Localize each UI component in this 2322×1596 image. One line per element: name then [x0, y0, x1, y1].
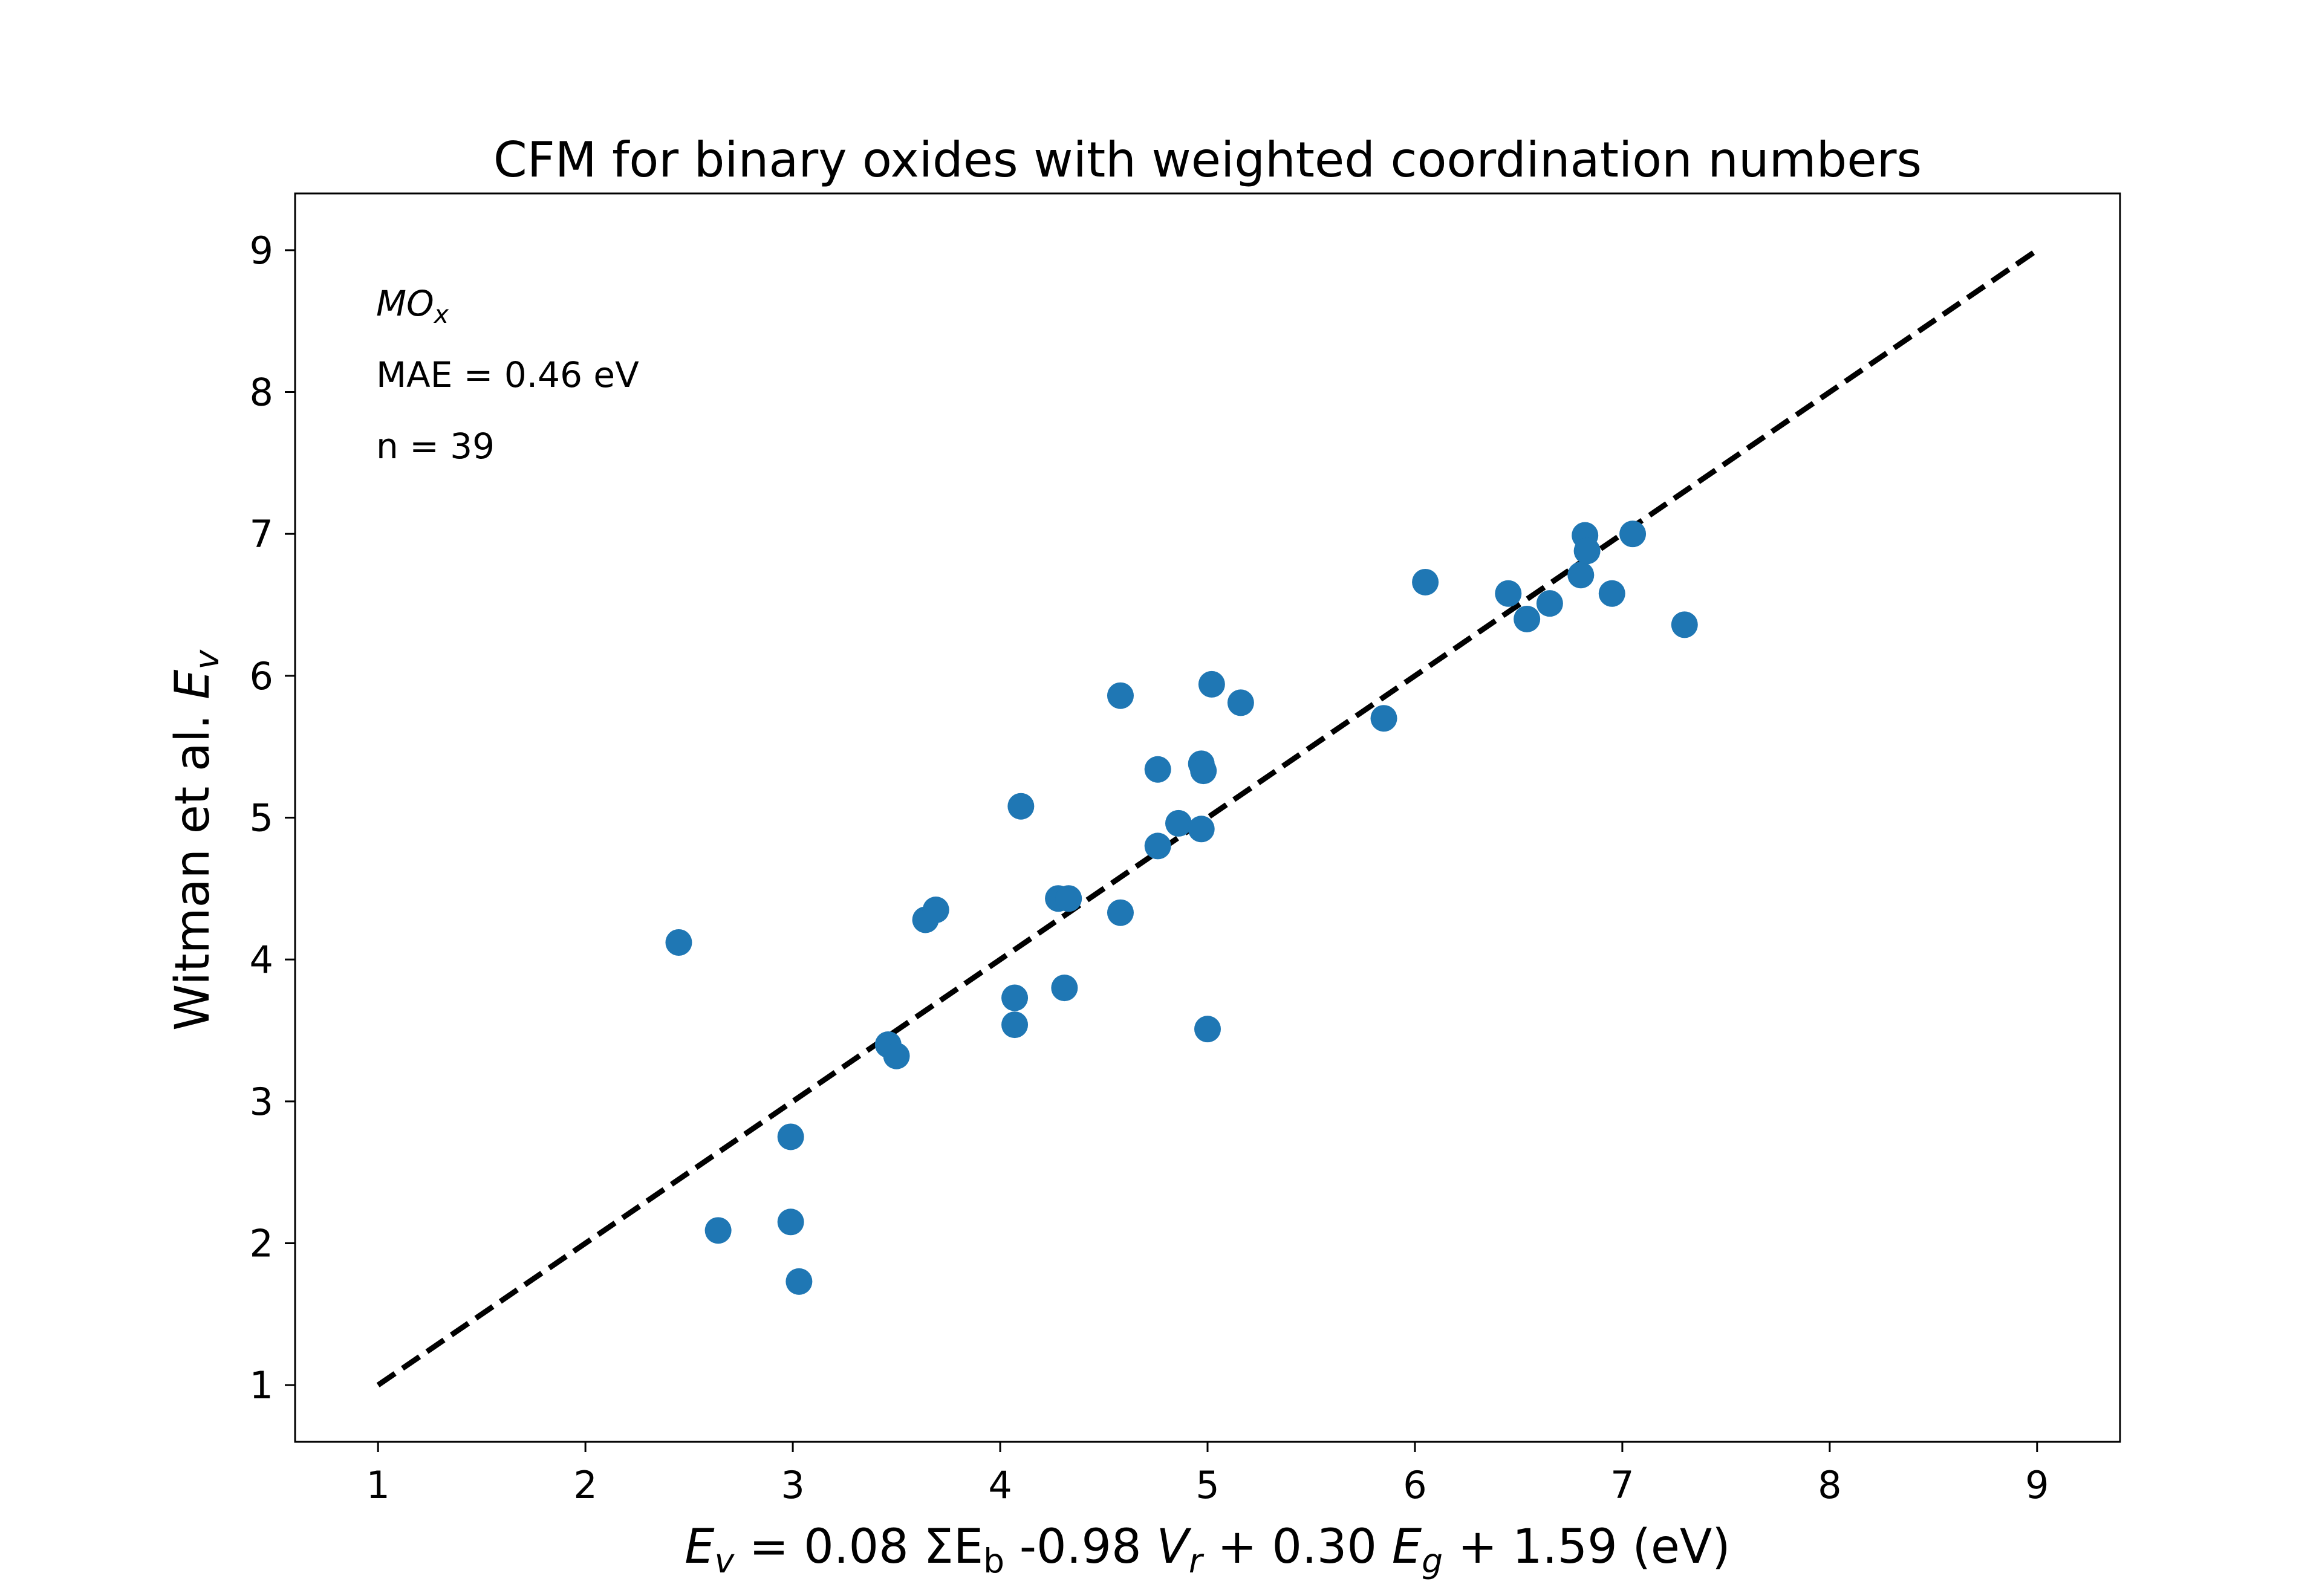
- data-point: [777, 1208, 804, 1236]
- data-point: [1194, 1016, 1221, 1043]
- data-point: [1514, 605, 1541, 632]
- y-tick-label: 5: [250, 796, 273, 840]
- annotation-text: MAE = 0.46 eV: [376, 354, 639, 395]
- x-tick-label: 9: [2025, 1463, 2049, 1507]
- data-point: [1598, 580, 1625, 607]
- y-tick-label: 3: [250, 1080, 273, 1124]
- data-point: [1055, 885, 1082, 912]
- y-tick-label: 7: [250, 512, 273, 556]
- data-point: [1188, 816, 1215, 843]
- y-tick-label: 2: [250, 1221, 273, 1265]
- data-point: [1107, 682, 1134, 709]
- y-tick-label: 9: [250, 229, 273, 273]
- chart-title: CFM for binary oxides with weighted coor…: [493, 132, 1922, 188]
- data-point: [1227, 689, 1254, 716]
- x-tick-label: 7: [1610, 1463, 1634, 1507]
- y-axis-label: Witman et al. Ev​: [166, 649, 226, 1031]
- y-tick-label: 1: [250, 1363, 273, 1407]
- data-point: [1144, 756, 1171, 783]
- x-axis-label: Ev​ = 0.08 ΣEb​ -0.98 Vr​ + 0.30 Eg​ + 1…: [685, 1520, 1730, 1580]
- x-tick-label: 4: [988, 1463, 1012, 1507]
- x-tick-label: 3: [781, 1463, 804, 1507]
- data-point: [1619, 521, 1647, 548]
- data-point: [785, 1268, 813, 1295]
- data-point: [1370, 705, 1397, 732]
- data-point: [665, 929, 692, 956]
- data-point: [922, 897, 949, 924]
- data-point: [1107, 899, 1134, 926]
- data-point: [1051, 975, 1078, 1002]
- plot-area: 1 2 3 4 5 6 7 8 9 1 2 3 4 5 6 7 8 9: [250, 192, 2121, 1507]
- data-point: [777, 1123, 804, 1150]
- y-tick-label: 6: [250, 654, 273, 698]
- data-point: [1001, 984, 1029, 1011]
- annotation-text: n = 39: [376, 426, 495, 467]
- data-point: [1198, 670, 1225, 698]
- data-point: [1536, 590, 1563, 617]
- data-point: [1412, 568, 1439, 595]
- annotation-text: MOx​: [376, 283, 449, 329]
- annotation-box: MOx​ MAE = 0.46 eV n = 39: [376, 283, 639, 467]
- data-point: [1001, 1011, 1029, 1039]
- x-tick-label: 2: [573, 1463, 597, 1507]
- x-tick-label: 1: [366, 1463, 389, 1507]
- data-point: [883, 1042, 910, 1069]
- data-point: [1495, 580, 1522, 607]
- data-point: [1573, 537, 1601, 565]
- x-tick-label: 6: [1403, 1463, 1426, 1507]
- data-point: [1671, 611, 1698, 638]
- data-point: [1144, 832, 1171, 860]
- reference-line: [376, 248, 2039, 1387]
- data-point: [1190, 757, 1217, 785]
- data-point: [1007, 793, 1035, 820]
- y-tick-label: 8: [250, 371, 273, 415]
- data-point: [1165, 809, 1192, 837]
- x-tick-label: 8: [1818, 1463, 1841, 1507]
- x-tick-label: 5: [1195, 1463, 1219, 1507]
- data-point: [1567, 562, 1595, 589]
- y-tick-label: 4: [250, 938, 273, 982]
- data-point: [704, 1217, 732, 1244]
